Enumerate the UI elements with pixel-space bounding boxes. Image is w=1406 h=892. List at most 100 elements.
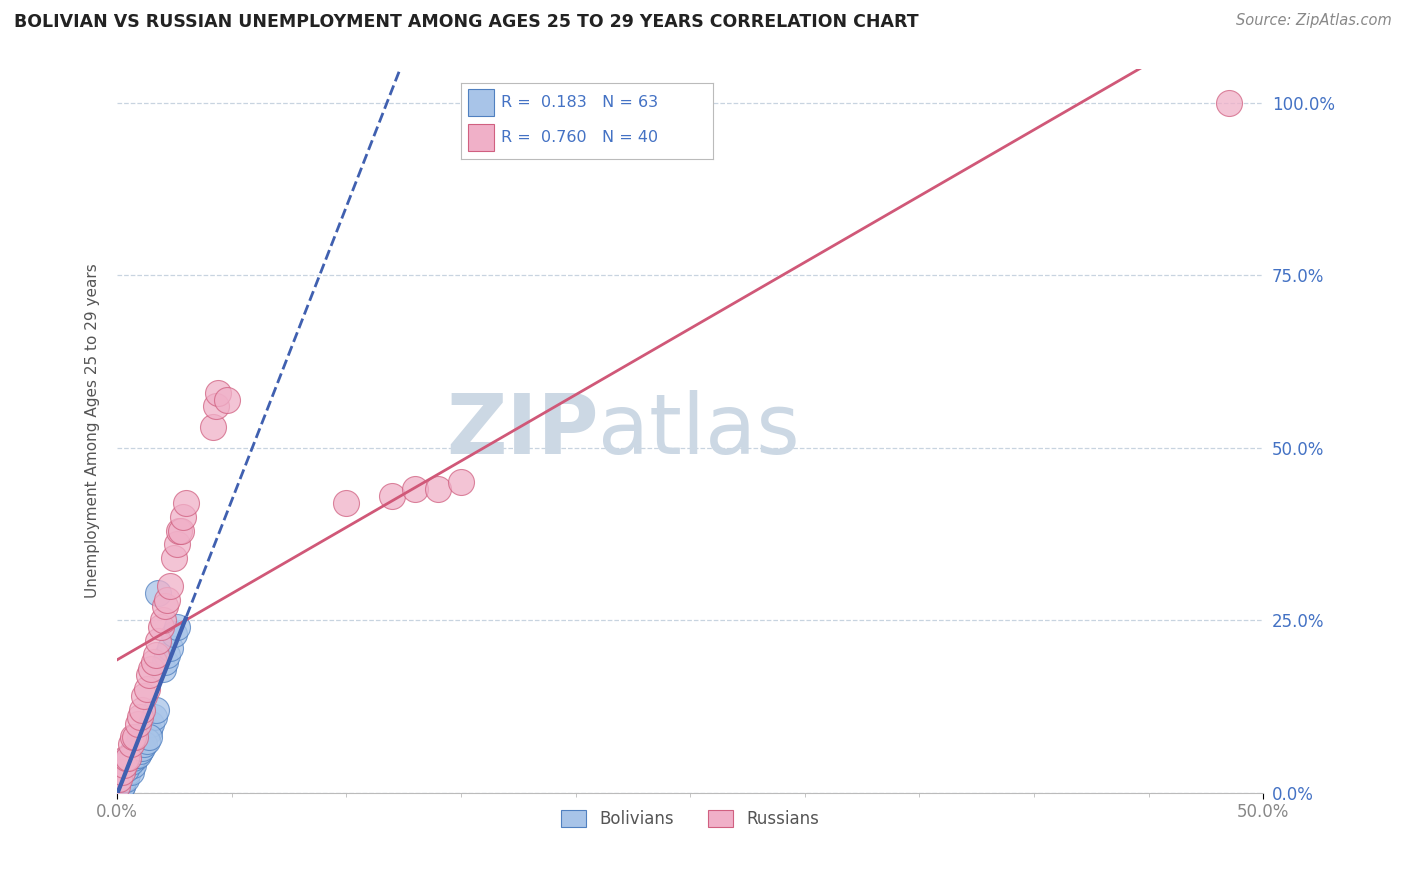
Point [108,772,131,786]
Point [108,764,131,779]
Point [159,640,181,655]
Point [122,751,145,765]
Point [381,489,404,503]
Point [156,592,179,607]
Point [108,779,131,793]
Point [108,779,131,793]
Point [108,772,131,786]
Point [207,385,229,400]
Text: Source: ZipAtlas.com: Source: ZipAtlas.com [1236,13,1392,29]
Point [127,744,149,758]
Point [110,772,132,786]
Point [110,764,132,779]
Point [163,551,186,566]
Point [122,744,145,758]
Point [404,482,426,496]
Point [335,496,357,510]
Point [115,764,138,779]
Point [110,779,132,793]
Point [124,731,146,745]
Point [215,392,238,407]
Point [122,758,145,772]
Point [128,744,150,758]
Point [112,758,135,772]
Point [124,751,146,765]
Point [148,634,170,648]
Point [108,779,131,793]
Point [108,772,131,786]
Point [115,758,138,772]
Point [120,738,142,752]
Point [204,400,226,414]
Point [128,731,150,745]
Text: ZIP: ZIP [446,390,599,471]
Point [112,758,135,772]
Point [115,762,138,776]
Point [135,682,157,697]
Point [117,764,139,779]
Point [108,764,131,779]
Text: atlas: atlas [599,390,800,471]
Point [120,751,142,765]
Point [174,496,197,510]
Point [105,779,128,793]
Point [127,747,149,762]
Point [153,599,176,614]
Point [122,751,145,765]
Point [115,751,138,765]
Point [166,537,188,551]
Point [156,648,179,662]
Point [172,509,194,524]
Point [202,420,225,434]
Point [163,627,186,641]
Point [110,772,132,786]
Point [110,779,132,793]
Point [112,772,135,786]
Point [110,764,132,779]
Legend: Bolivians, Russians: Bolivians, Russians [555,804,825,835]
Point [117,751,139,765]
Point [1218,95,1240,110]
Point [138,668,160,682]
Point [134,738,156,752]
Point [170,524,193,538]
Point [122,731,145,745]
Point [427,482,450,496]
Point [153,655,176,669]
Point [124,744,146,758]
Y-axis label: Unemployment Among Ages 25 to 29 years: Unemployment Among Ages 25 to 29 years [86,263,100,598]
Point [131,738,153,752]
Point [128,710,150,724]
Point [117,758,139,772]
Point [108,779,131,793]
Point [120,755,142,769]
Point [112,758,135,772]
Point [148,585,170,599]
Point [110,764,132,779]
Point [167,524,190,538]
Point [152,661,174,675]
Point [124,747,146,762]
Point [128,744,150,758]
Point [131,703,153,717]
Point [117,751,139,765]
Point [115,772,138,786]
Point [141,661,163,675]
Point [112,772,135,786]
Point [135,734,157,748]
Point [117,755,139,769]
Point [141,716,163,731]
Point [134,731,156,745]
Point [145,648,167,662]
Point [159,579,181,593]
Point [135,723,157,738]
Point [142,710,165,724]
Point [149,620,172,634]
Point [138,731,160,745]
Point [108,772,131,786]
Text: BOLIVIAN VS RUSSIAN UNEMPLOYMENT AMONG AGES 25 TO 29 YEARS CORRELATION CHART: BOLIVIAN VS RUSSIAN UNEMPLOYMENT AMONG A… [14,13,918,31]
Point [131,740,153,755]
Point [127,738,149,752]
Point [120,764,142,779]
Point [110,758,132,772]
